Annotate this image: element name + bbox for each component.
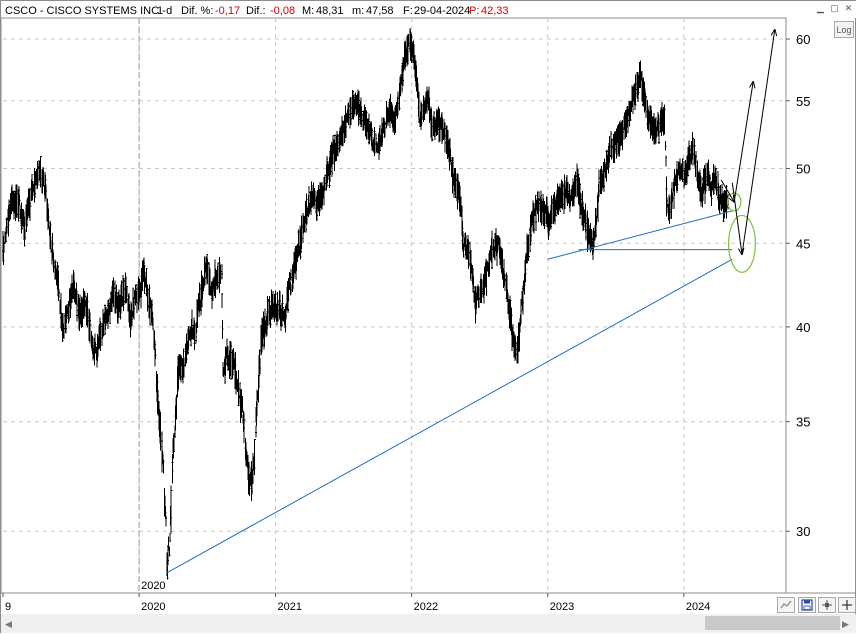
x-tick-label: 2024	[686, 601, 710, 613]
scrollbar-thumb[interactable]	[705, 616, 840, 630]
scroll-left-icon[interactable]: ◀	[5, 619, 12, 629]
grid	[3, 18, 786, 593]
year-marker-label: 2020	[141, 580, 165, 592]
projection-arrow	[731, 182, 742, 255]
price-label: P:	[469, 5, 479, 17]
min-value: 47,58	[366, 5, 394, 17]
dif-label: Dif.:	[246, 5, 266, 17]
dif-value: -0,08	[270, 5, 295, 17]
x-tick-label: 2023	[550, 601, 574, 613]
tool-button[interactable]	[818, 597, 836, 613]
y-tick-label: 30	[796, 524, 810, 539]
header-bar	[1, 1, 856, 18]
x-tick-label: 2022	[414, 601, 438, 613]
dif-pct-label: Dif. %:	[181, 5, 213, 17]
chart-icon	[780, 600, 792, 609]
restore-icon: ▢	[830, 3, 839, 13]
log-scale-button[interactable]: Log	[834, 21, 854, 38]
min-label: m:	[352, 5, 364, 17]
minimize-icon: ▁	[817, 3, 824, 13]
save-button[interactable]	[798, 597, 816, 613]
y-tick-label: 55	[796, 94, 810, 109]
y-tick-label: 35	[796, 415, 810, 430]
projection-arrow	[733, 82, 753, 202]
dif-pct-value: -0,17	[215, 5, 240, 17]
max-label: M:	[302, 5, 314, 17]
interval-label: 1 d	[157, 5, 172, 17]
y-tick-label: 45	[796, 236, 810, 251]
symbol-label: CSCO - CISCO SYSTEMS INC -	[5, 5, 169, 17]
expand-button[interactable]	[838, 597, 856, 613]
trendline	[166, 258, 733, 574]
log-label: Log	[836, 24, 852, 35]
price-bars	[2, 28, 730, 580]
x-tick-label: 2021	[278, 601, 302, 613]
annotation-circle	[727, 214, 757, 273]
price-series	[2, 28, 730, 580]
projection-arrow	[720, 179, 734, 202]
y-tick-label: 40	[796, 320, 810, 335]
close-button[interactable]: ✕	[842, 2, 855, 15]
chart-icon-button[interactable]	[777, 597, 795, 613]
restore-button[interactable]: ▢	[828, 2, 841, 15]
save-icon	[801, 599, 813, 611]
minimize-button[interactable]: ▁	[814, 2, 827, 15]
price-value: 42,33	[481, 5, 509, 17]
y-tick-label: 50	[796, 161, 810, 176]
annotations	[166, 30, 775, 574]
date-label: F:	[403, 5, 413, 17]
x-tick-label: 9	[5, 601, 11, 613]
close-icon: ✕	[844, 3, 853, 13]
date-value: 29-04-2024	[414, 5, 470, 17]
trendline	[547, 210, 733, 260]
scrollbar-track[interactable]	[1, 614, 856, 633]
expand-icon	[842, 600, 852, 610]
tool-icon	[822, 600, 832, 610]
scroll-right-icon[interactable]: ▶	[842, 619, 849, 629]
axis-ticks: 30 35 40 45 50 55 60 9 2020 2021 2022 2023 2024 2020	[2, 32, 810, 613]
max-value: 48,31	[316, 5, 344, 17]
projection-arrow	[741, 30, 775, 255]
header-text: CSCO - CISCO SYSTEMS INC - 1 d Dif. %: -…	[5, 5, 509, 17]
y-tick-label: 60	[796, 32, 810, 47]
x-tick-label: 2020	[141, 601, 165, 613]
